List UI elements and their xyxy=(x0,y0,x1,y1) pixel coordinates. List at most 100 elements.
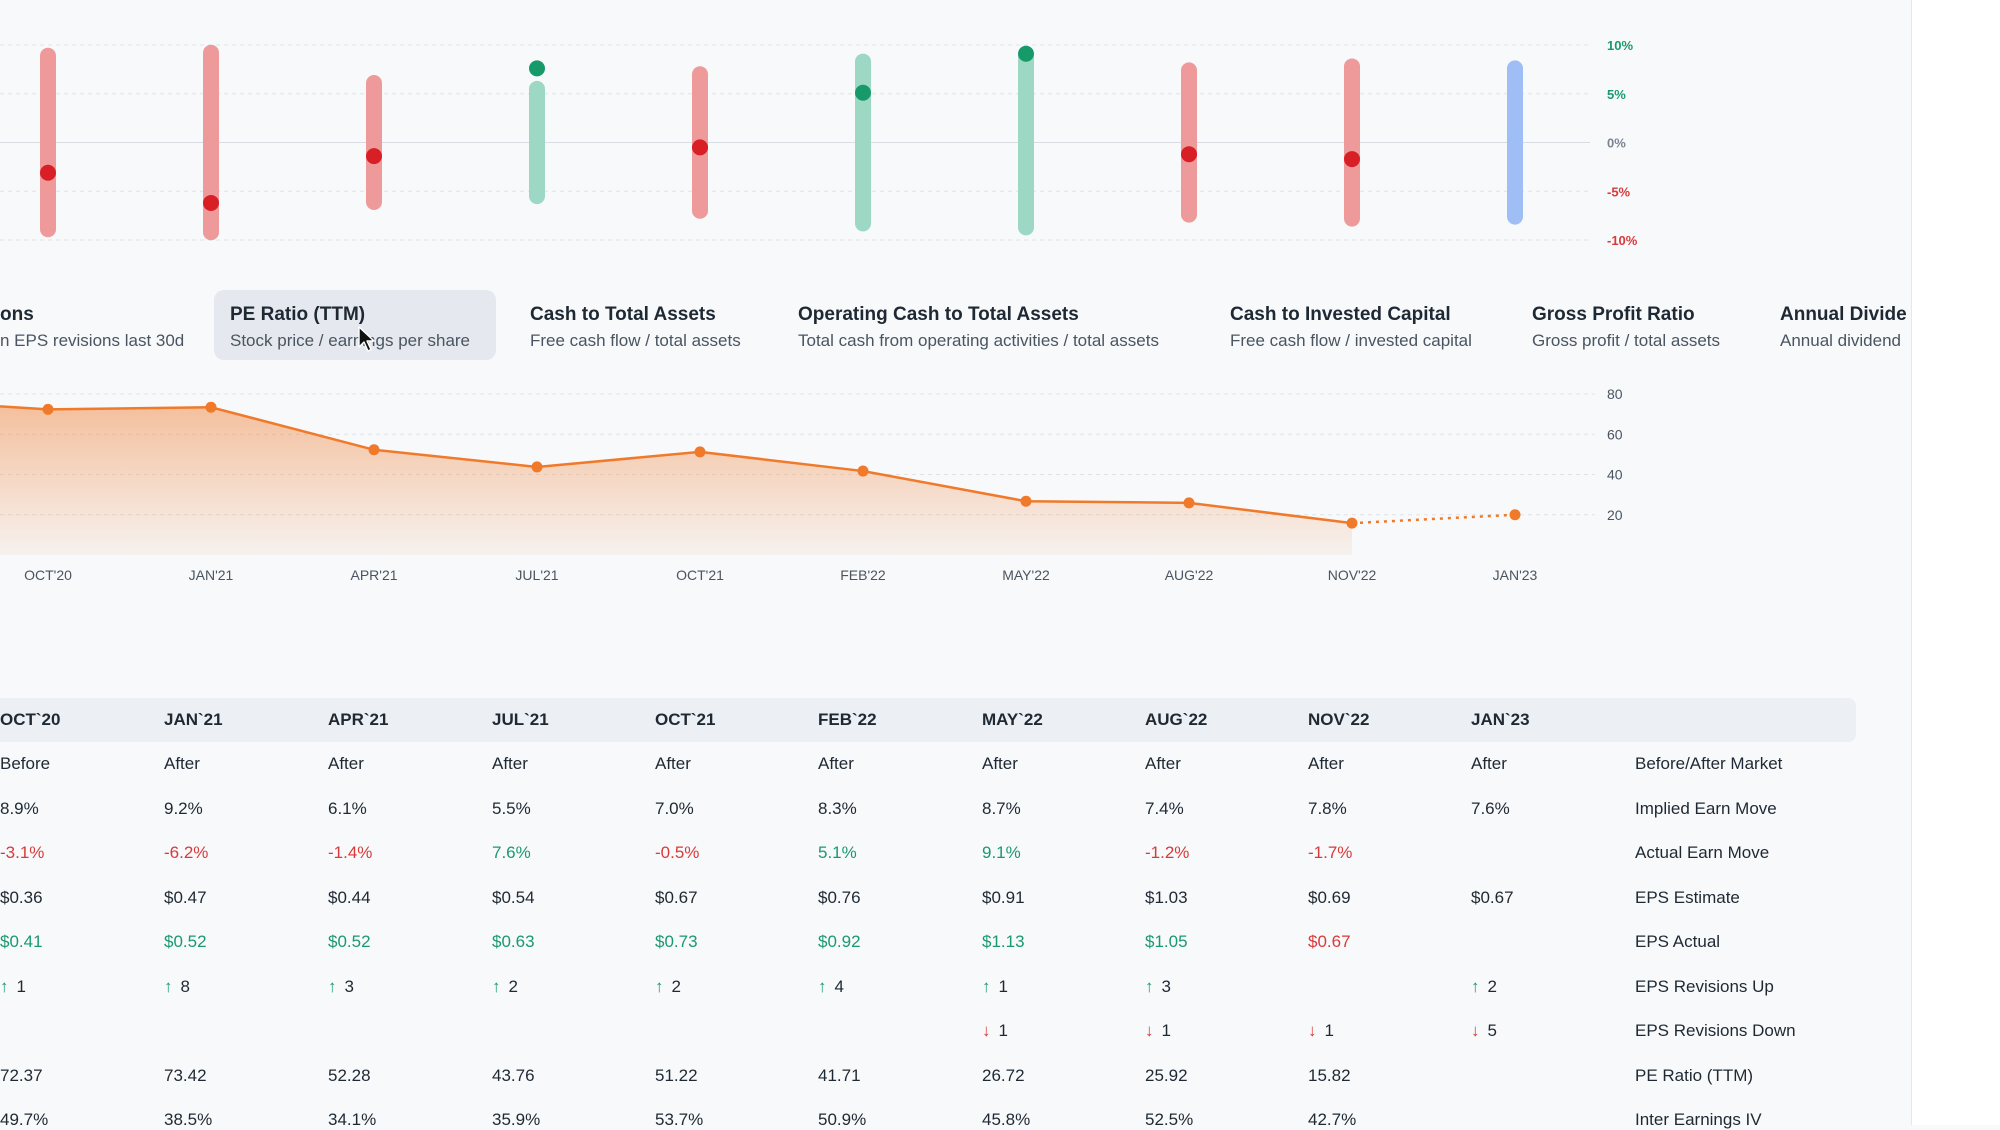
table-cell: 41.71 xyxy=(818,1065,861,1085)
table-cell: 8.7% xyxy=(982,798,1021,818)
table-cell: 8.3% xyxy=(818,798,857,818)
row-label: EPS Estimate xyxy=(1635,887,1740,907)
metric-tab-subtitle: Total cash from operating activities / t… xyxy=(798,331,1159,350)
table-cell: ↑ 3 xyxy=(1145,977,1171,997)
table-cell: 38.5% xyxy=(164,1110,213,1129)
table-cell: 26.72 xyxy=(982,1065,1025,1085)
table-cell: $0.67 xyxy=(1471,887,1514,907)
arrow-up-icon: ↑ xyxy=(1471,976,1480,996)
table-cell: $0.91 xyxy=(982,887,1025,907)
arrow-up-icon: ↑ xyxy=(1145,976,1154,996)
y-tick-label: 10% xyxy=(1607,38,1633,53)
pe-point xyxy=(42,403,54,415)
table-cell: 5.5% xyxy=(492,798,531,818)
revision-count: 2 xyxy=(508,976,518,996)
actual-move-dot xyxy=(203,194,219,211)
column-header: MAY`22 xyxy=(982,710,1043,729)
y-tick-label: 80 xyxy=(1607,386,1623,402)
row-label: Implied Earn Move xyxy=(1635,798,1777,818)
pe-point xyxy=(1020,495,1032,507)
metric-tab-title: Annual Divide xyxy=(1780,304,1907,325)
table-cell: $0.73 xyxy=(655,932,698,951)
arrow-up-icon: ↑ xyxy=(0,976,9,996)
revision-count: 1 xyxy=(1324,1021,1334,1040)
table-cell: 53.7% xyxy=(655,1110,704,1129)
pe-point xyxy=(694,446,706,458)
metric-tab-4[interactable]: Cash to Invested Capital Free cash flow /… xyxy=(1214,290,1614,360)
metric-tab-subtitle: Free cash flow / total assets xyxy=(530,331,741,350)
table-cell: 49.7% xyxy=(0,1110,49,1129)
table-cell: ↑ 1 xyxy=(0,977,26,997)
table-cell: $0.63 xyxy=(492,932,535,951)
metric-tab-subtitle: Gross profit / total assets xyxy=(1532,331,1721,350)
column-header: FEB`22 xyxy=(818,710,877,729)
x-tick-label: AUG'22 xyxy=(1165,567,1214,583)
metric-tab-title: Operating Cash to Total Assets xyxy=(798,304,1079,325)
table-cell: ↑ 1 xyxy=(982,977,1008,997)
pe-ratio-chart: 80 60 40 20 OCT'20 JAN'21 APR'21 JUL'21 OCT'21 FE… xyxy=(0,386,1623,583)
column-header: JAN`21 xyxy=(164,710,223,729)
row-label: PE Ratio (TTM) xyxy=(1635,1065,1754,1085)
table-cell: $0.67 xyxy=(655,887,698,907)
y-tick-label: -10% xyxy=(1607,233,1638,248)
table-cell: After xyxy=(328,754,364,773)
metric-tab-title: Cash to Invested Capital xyxy=(1230,304,1451,325)
metric-tab-1[interactable]: PE Ratio (TTM) Stock price / earnings per… xyxy=(214,290,496,360)
column-header: JUL`21 xyxy=(492,710,549,729)
pe-point xyxy=(1183,497,1195,509)
table-cell: After xyxy=(655,754,691,773)
pe-area-fill xyxy=(0,406,1352,555)
table-cell: ↑ 2 xyxy=(492,977,518,997)
metric-tab-5[interactable]: Gross Profit Ratio Gross profit / total a… xyxy=(1516,290,1911,360)
table-cell: 72.37 xyxy=(0,1065,43,1085)
table-cell: $0.52 xyxy=(328,932,371,951)
metric-tab-title: PE Ratio (TTM) xyxy=(230,304,366,325)
metric-tab-title: ons xyxy=(0,304,34,325)
table-cell: After xyxy=(1145,754,1181,773)
arrow-up-icon: ↑ xyxy=(492,976,501,996)
table-cell: 5.1% xyxy=(818,843,857,862)
table-cell: ↑ 2 xyxy=(655,977,681,997)
revision-count: 4 xyxy=(834,976,844,996)
table-cell: 35.9% xyxy=(492,1110,541,1129)
row-label: Before/After Market xyxy=(1635,754,1783,773)
x-tick-label: APR'21 xyxy=(350,567,397,583)
table-cell: 9.1% xyxy=(982,843,1021,862)
right-side-panel xyxy=(1911,0,2000,1125)
table-cell: -3.1% xyxy=(0,843,45,862)
table-cell: $0.69 xyxy=(1308,887,1351,907)
row-label: Inter Earnings IV xyxy=(1635,1110,1762,1129)
actual-move-dot xyxy=(855,84,871,101)
column-header: NOV`22 xyxy=(1308,710,1370,729)
arrow-down-icon: ↓ xyxy=(1308,1021,1317,1040)
table-cell: $1.05 xyxy=(1145,932,1188,951)
arrow-down-icon: ↓ xyxy=(1145,1021,1154,1040)
metric-tab-2[interactable]: Cash to Total Assets Free cash flow / tot… xyxy=(514,290,914,360)
table-cell: $0.44 xyxy=(328,887,371,907)
table-cell: 25.92 xyxy=(1145,1065,1188,1085)
table-cell: 9.2% xyxy=(164,798,203,818)
y-tick-label: 0% xyxy=(1607,136,1626,151)
metric-tab-3[interactable]: Operating Cash to Total Assets Total cash… xyxy=(782,290,1182,360)
table-cell: -1.7% xyxy=(1308,843,1353,862)
table-header-band xyxy=(0,698,1856,742)
table-cell: 51.22 xyxy=(655,1065,698,1085)
pe-point xyxy=(1509,509,1521,521)
x-tick-label: OCT'20 xyxy=(24,567,72,583)
revision-count: 3 xyxy=(1161,976,1171,996)
row-label: EPS Actual xyxy=(1635,932,1721,951)
pe-point xyxy=(857,465,869,477)
revision-count: 2 xyxy=(671,976,681,996)
metric-tab-0[interactable]: ons n EPS revisions last 30d xyxy=(0,290,384,360)
metric-tab-6[interactable]: Annual Divide Annual dividend xyxy=(1764,290,1911,360)
pe-point xyxy=(531,461,543,473)
table-cell: -0.5% xyxy=(655,843,700,862)
table-cell: 34.1% xyxy=(328,1110,377,1129)
metric-tab-subtitle: n EPS revisions last 30d xyxy=(0,331,185,350)
x-tick-label: JUL'21 xyxy=(515,567,558,583)
metric-tab-subtitle: Annual dividend xyxy=(1780,331,1901,350)
actual-move-dot xyxy=(529,60,545,77)
table-cell: 7.6% xyxy=(492,843,531,862)
table-cell: $0.36 xyxy=(0,887,43,907)
table-cell: 7.0% xyxy=(655,798,694,818)
